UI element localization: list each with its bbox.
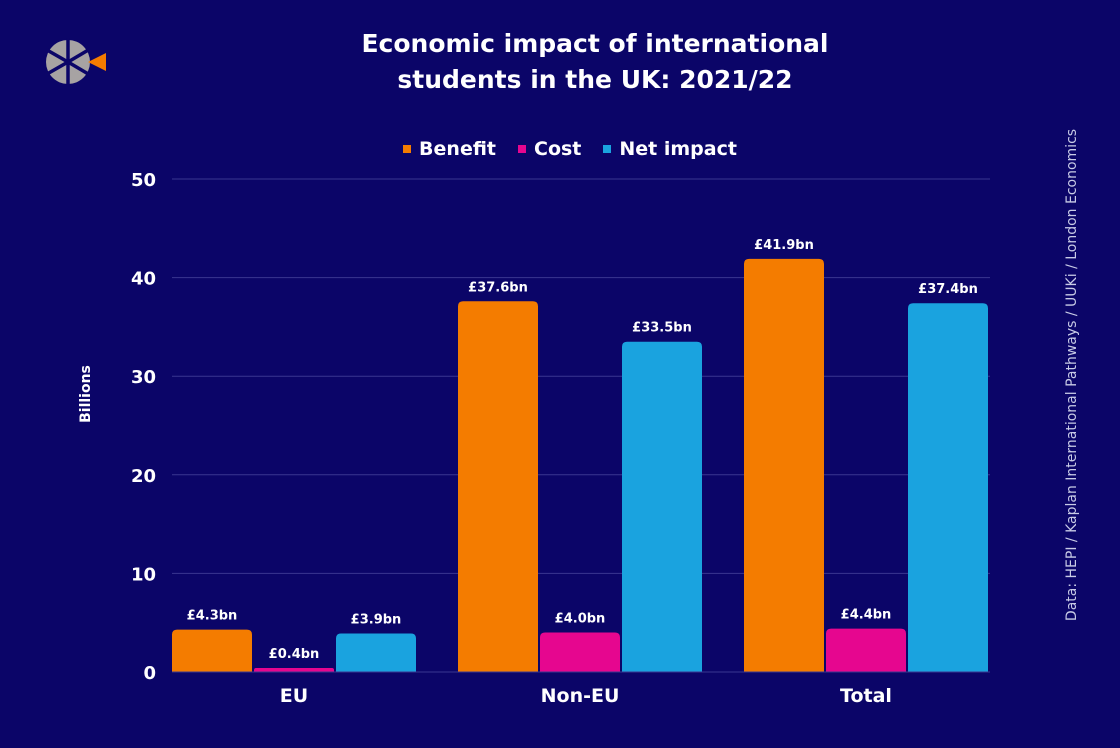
- bar-net-impact-eu: [336, 633, 416, 672]
- y-tick-label: 0: [143, 663, 156, 684]
- legend-swatch: [403, 145, 412, 153]
- data-label: £4.3bn: [187, 609, 238, 624]
- legend-item-net-impact: Net impact: [603, 138, 737, 160]
- logo-orange-wedge: [88, 53, 106, 71]
- bar-net-impact-non-eu: [622, 341, 702, 672]
- data-label: £0.4bn: [269, 647, 320, 662]
- brand-logo: [46, 38, 106, 86]
- data-label: £33.5bn: [632, 321, 692, 336]
- data-label: £4.0bn: [555, 612, 606, 627]
- bar-benefit-eu: [172, 629, 252, 672]
- legend-label: Cost: [534, 138, 582, 160]
- y-tick-label: 30: [131, 367, 156, 388]
- data-label: £3.9bn: [351, 613, 402, 628]
- legend-swatch: [518, 145, 526, 153]
- bar-cost-eu: [254, 668, 334, 672]
- chart-title-line-1: Economic impact of international: [361, 29, 829, 58]
- bar-benefit-non-eu: [458, 301, 538, 672]
- data-label: £37.4bn: [918, 282, 978, 297]
- legend-item-cost: Cost: [518, 138, 581, 160]
- data-label: £4.4bn: [841, 608, 892, 623]
- chart-title-line-2: students in the UK: 2021/22: [397, 65, 793, 94]
- bar-cost-non-eu: [540, 632, 620, 672]
- data-label: £41.9bn: [754, 238, 814, 253]
- legend-label: Benefit: [419, 138, 496, 160]
- x-category-label: Total: [840, 685, 892, 707]
- chart-legend: Benefit Cost Net impact: [0, 138, 1120, 160]
- bar-cost-total: [826, 628, 906, 672]
- legend-swatch: [603, 145, 612, 153]
- bar-benefit-total: [744, 258, 824, 672]
- y-tick-label: 10: [131, 564, 156, 585]
- y-tick-label: 40: [131, 269, 156, 290]
- bar-net-impact-total: [908, 303, 988, 672]
- x-category-label: Non-EU: [541, 685, 620, 707]
- legend-label: Net impact: [619, 138, 737, 160]
- legend-item-benefit: Benefit: [403, 138, 496, 160]
- chart-title: Economic impact of international student…: [240, 26, 950, 98]
- y-tick-label: 20: [131, 466, 156, 487]
- x-category-label: EU: [280, 685, 308, 707]
- y-tick-label: 50: [131, 170, 156, 191]
- data-label: £37.6bn: [468, 280, 528, 295]
